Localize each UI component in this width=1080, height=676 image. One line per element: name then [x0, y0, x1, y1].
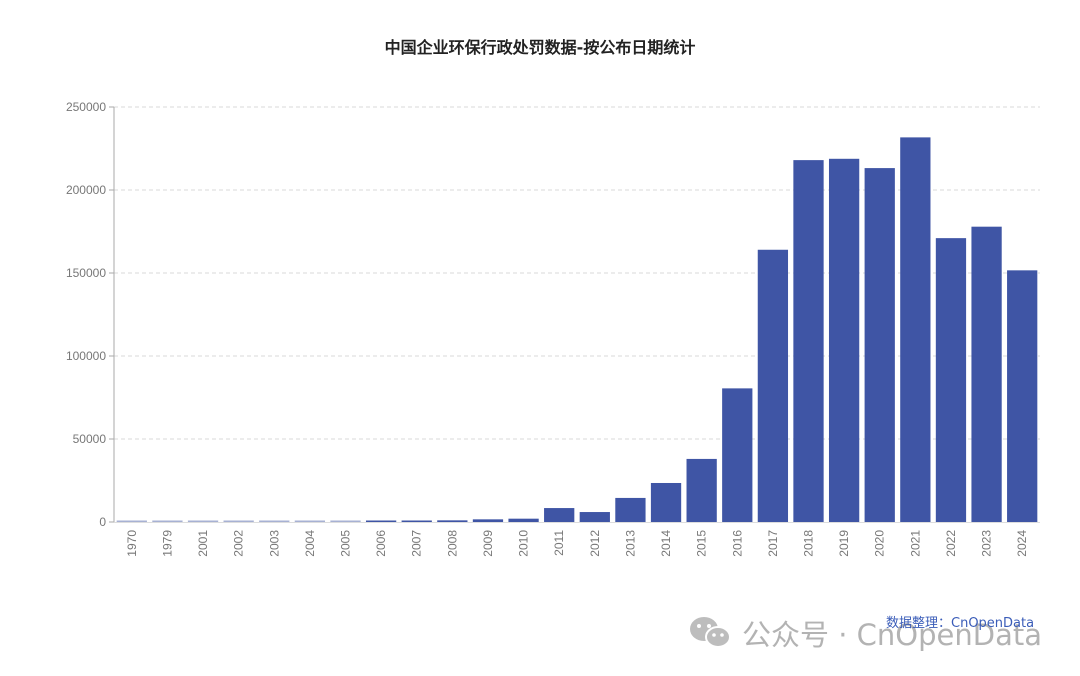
- y-tick-label: 0: [99, 515, 106, 529]
- bar: [472, 519, 504, 522]
- bar: [294, 520, 326, 522]
- x-tick-label: 2007: [410, 530, 424, 557]
- x-tick-label: 2024: [1015, 530, 1029, 557]
- bar: [793, 160, 824, 522]
- bar: [579, 512, 610, 522]
- bar: [722, 388, 753, 522]
- bar: [971, 226, 1002, 522]
- x-tick-label: 2018: [802, 530, 816, 557]
- x-tick-label: 2006: [374, 530, 388, 557]
- bar: [508, 518, 539, 522]
- x-tick-label: 2005: [339, 530, 353, 557]
- bar: [187, 520, 219, 522]
- bar: [223, 520, 254, 522]
- bar: [900, 137, 931, 523]
- wechat-icon: [688, 615, 734, 651]
- bar: [259, 520, 290, 522]
- x-tick-label: 2011: [552, 530, 566, 556]
- x-tick-label: 2023: [980, 530, 994, 557]
- x-tick-label: 2002: [232, 530, 246, 557]
- bar-chart: 0 50000 100000 150000 200000 250000 1970 1979 20…: [66, 100, 1040, 557]
- y-tick-label: 50000: [73, 432, 107, 446]
- bar: [935, 238, 967, 522]
- bar: [152, 520, 183, 522]
- x-tick-label: 2017: [766, 530, 780, 557]
- bar: [864, 168, 895, 522]
- x-tick-label: 2009: [481, 530, 495, 557]
- bar: [615, 497, 646, 522]
- x-tick-label: 2016: [730, 530, 744, 557]
- x-tick-label: 2019: [837, 530, 851, 557]
- bar: [401, 520, 432, 522]
- x-tick-label: 2015: [695, 530, 709, 557]
- bar: [686, 458, 717, 522]
- data-credit: 数据整理：CnOpenData: [886, 616, 1035, 631]
- bar: [757, 249, 789, 522]
- x-tick-label: 2013: [623, 530, 637, 557]
- x-tick-label: 2021: [908, 530, 922, 557]
- watermark-text: 公众号 · CnOpenData: [742, 618, 1042, 652]
- bar: [544, 508, 575, 522]
- x-tick-label: 1979: [160, 530, 174, 557]
- x-tick-label: 2001: [196, 530, 210, 557]
- x-tick-label: 2020: [873, 530, 887, 557]
- x-tick-label: 2022: [944, 530, 958, 557]
- chart-title: 中国企业环保行政处罚数据-按公布日期统计: [384, 38, 696, 57]
- y-tick-label: 200000: [66, 183, 106, 197]
- x-tick-label: 1970: [125, 530, 139, 557]
- bar: [365, 520, 397, 522]
- bar: [1007, 270, 1038, 522]
- bar: [116, 520, 147, 522]
- y-tick-label: 100000: [66, 349, 106, 363]
- x-tick-label: 2008: [445, 530, 459, 557]
- bar: [650, 482, 682, 522]
- watermark: 公众号 · CnOpenData: [688, 612, 1042, 654]
- x-tick-label: 2010: [517, 530, 531, 557]
- x-tick-label: 2014: [659, 530, 673, 557]
- bar: [330, 520, 361, 522]
- x-tick-label: 2004: [303, 530, 317, 557]
- x-tick-label: 2012: [588, 530, 602, 557]
- bar: [828, 158, 860, 523]
- bar: [437, 520, 468, 522]
- x-tick-label: 2003: [267, 530, 281, 557]
- y-tick-label: 250000: [66, 100, 106, 114]
- y-tick-label: 150000: [66, 266, 106, 280]
